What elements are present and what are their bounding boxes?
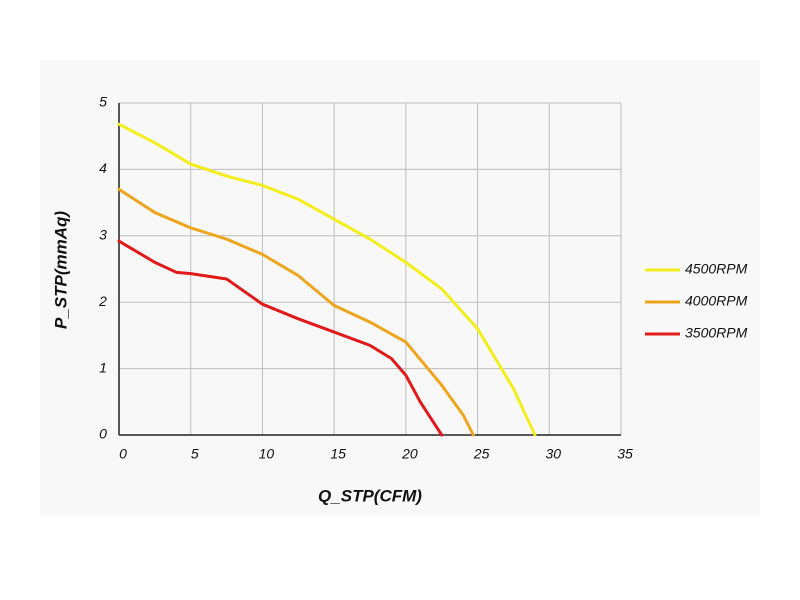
x-tick-label: 0 — [119, 446, 127, 462]
x-tick-label: 25 — [473, 446, 490, 462]
x-tick-label: 20 — [401, 446, 418, 462]
x-tick-label: 35 — [617, 446, 633, 462]
legend-label: 4500RPM — [685, 261, 748, 277]
y-tick-label: 0 — [99, 426, 107, 442]
series-line — [117, 239, 444, 437]
x-tick-label: 15 — [330, 446, 346, 462]
x-tick-label: 5 — [191, 446, 199, 462]
x-axis-title: Q_STP(CFM) — [318, 486, 422, 505]
x-tick-label: 30 — [545, 446, 561, 462]
y-tick-label: 3 — [99, 227, 107, 243]
legend-label: 3500RPM — [685, 325, 748, 341]
series-line — [117, 122, 537, 437]
x-tick-label: 10 — [259, 446, 275, 462]
y-tick-label: 5 — [99, 94, 107, 110]
chart-panel — [40, 60, 760, 515]
y-tick-label: 4 — [99, 160, 107, 176]
y-axis-title: P_STP(mmAq) — [51, 211, 70, 329]
legend-label: 4000RPM — [685, 293, 748, 309]
y-tick-label: 2 — [98, 293, 107, 309]
y-tick-label: 1 — [99, 359, 107, 375]
series-line — [117, 187, 475, 437]
